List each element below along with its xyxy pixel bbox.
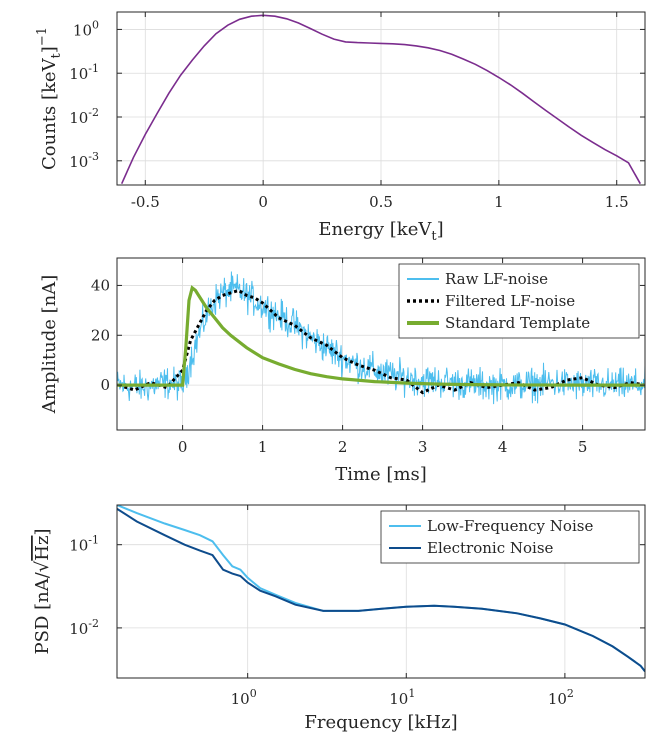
x-tick-label: 101 — [389, 687, 415, 708]
series-group — [117, 505, 645, 673]
y-tick-label: 100 — [73, 18, 99, 39]
y-tick-label: 10-2 — [69, 106, 99, 127]
x-tick-label: 0 — [178, 438, 188, 456]
x-tick-label: -0.5 — [131, 193, 160, 211]
series-group — [117, 271, 645, 405]
ticks: 0 1 2 3 4 5 0 20 40 — [91, 258, 645, 456]
series-standard-template — [117, 285, 645, 387]
y-axis-label: PSD [nA/√Hz] — [32, 529, 53, 655]
axes-frame — [116, 504, 646, 679]
x-tick-label: 1.5 — [605, 193, 629, 211]
legend-label: Filtered LF-noise — [445, 292, 575, 310]
x-tick-label: 3 — [418, 438, 428, 456]
y-tick-label: 20 — [91, 326, 110, 344]
series-line — [120, 14, 641, 185]
x-axis-label: Frequency [kHz] — [304, 712, 457, 733]
ticks: -0.5 0 0.5 1 1.5 10-3 10-2 10-1 100 — [69, 12, 645, 211]
series-raw-lf-noise — [117, 271, 645, 405]
axes-frame — [116, 257, 646, 431]
legend: Raw LF-noise Filtered LF-noise Standard Te… — [398, 263, 640, 339]
legend-label: Low-Frequency Noise — [427, 517, 593, 535]
x-axis-label: Time [ms] — [335, 464, 427, 485]
x-tick-label: 100 — [231, 687, 257, 708]
x-tick-label: 4 — [498, 438, 508, 456]
series-group — [120, 14, 641, 185]
y-tick-label: 0 — [100, 376, 110, 394]
legend: Low-Frequency Noise Electronic Noise — [380, 510, 640, 564]
legend-box — [398, 263, 640, 339]
grid-lines — [117, 12, 645, 185]
x-tick-label: 0.5 — [369, 193, 393, 211]
y-tick-label: 10-1 — [69, 62, 99, 83]
x-tick-label: 2 — [338, 438, 348, 456]
x-tick-label: 5 — [578, 438, 588, 456]
pulse-amplitude-panel: 0 1 2 3 4 5 0 20 40 Time [ms] Amplitude [nA] Raw LF… — [39, 257, 646, 485]
legend-label: Standard Template — [445, 314, 590, 332]
y-axis-label: Amplitude [nA] — [39, 275, 60, 414]
legend-label: Raw LF-noise — [445, 270, 548, 288]
legend-label: Electronic Noise — [427, 539, 554, 557]
x-tick-label: 0 — [258, 193, 268, 211]
legend-box — [380, 510, 640, 564]
y-tick-label: 10-2 — [69, 617, 99, 638]
series-electronic-noise — [117, 507, 645, 673]
y-tick-label: 10-3 — [69, 150, 99, 171]
series-filtered-lf-noise — [118, 288, 645, 395]
ticks: 100 101 102 10-2 10-1 — [69, 505, 645, 708]
x-tick-label: 102 — [548, 687, 574, 708]
x-axis-label: Energy [keVt] — [318, 219, 443, 244]
noise-psd-panel: 100 101 102 10-2 10-1 Frequency [kHz] PSD [nA/… — [32, 504, 646, 733]
y-tick-label: 40 — [91, 276, 110, 294]
x-tick-label: 1 — [494, 193, 504, 211]
energy-spectrum-panel: -0.5 0 0.5 1 1.5 10-3 10-2 10-1 100 Energy [keVt]… — [35, 11, 646, 244]
y-tick-label: 10-1 — [69, 534, 99, 555]
x-tick-label: 1 — [258, 438, 268, 456]
y-axis-label: Counts [keVt]−1 — [35, 27, 64, 170]
